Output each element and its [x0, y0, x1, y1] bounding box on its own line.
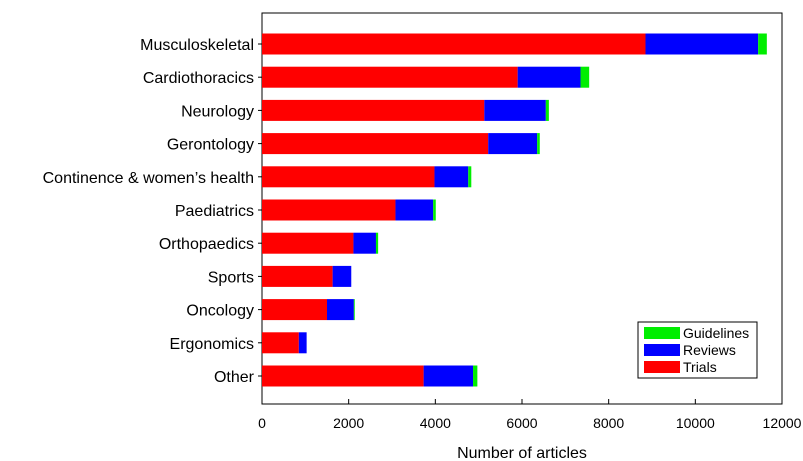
x-tick-label: 2000 [333, 415, 364, 431]
bar-musculoskeletal-guidelines [758, 33, 767, 55]
category-label-musculoskeletal: Musculoskeletal [140, 37, 254, 54]
legend-label-trials: Trials [683, 359, 717, 375]
bar-cardiothoracics-guidelines [580, 66, 590, 88]
bar-ergonomics-trials [262, 332, 299, 354]
bar-continence-women-s-health-guidelines [468, 166, 472, 188]
bars-group [262, 33, 767, 387]
category-label-gerontology: Gerontology [167, 137, 254, 154]
x-axis-title: Number of articles [457, 445, 587, 461]
legend-label-guidelines: Guidelines [683, 325, 749, 341]
bar-paediatrics-reviews [395, 199, 434, 221]
x-tick-label: 12000 [763, 415, 802, 431]
legend-swatch-reviews [644, 344, 680, 356]
legend-swatch-trials [644, 361, 680, 373]
bar-paediatrics-guidelines [433, 199, 436, 221]
bar-sports-reviews [332, 265, 352, 287]
bar-cardiothoracics-reviews [517, 66, 581, 88]
x-tick-label: 8000 [593, 415, 624, 431]
bar-musculoskeletal-trials [262, 33, 646, 55]
bar-other-trials [262, 365, 424, 387]
category-label-sports: Sports [208, 269, 254, 286]
bar-oncology-guidelines [353, 299, 355, 321]
category-labels: Musculoskeletal Cardiothoracics Neurology G… [43, 37, 262, 386]
category-label-continence-women-s-health: Continence & women’s health [43, 170, 254, 187]
bar-oncology-reviews [327, 299, 354, 321]
category-label-other: Other [214, 369, 255, 386]
bar-continence-women-s-health-trials [262, 166, 435, 188]
category-label-oncology: Oncology [186, 303, 254, 320]
bar-oncology-trials [262, 299, 327, 321]
bar-neurology-reviews [484, 99, 546, 121]
x-tick-label: 4000 [420, 415, 451, 431]
bar-orthopaedics-trials [262, 232, 354, 254]
x-axis-ticks: 0 2000 4000 6000 8000 10000 12000 [258, 399, 802, 431]
bar-ergonomics-reviews [298, 332, 307, 354]
bar-continence-women-s-health-reviews [434, 166, 469, 188]
legend-swatch-guidelines [644, 327, 680, 339]
bar-orthopaedics-reviews [353, 232, 376, 254]
bar-gerontology-reviews [488, 133, 538, 155]
bar-neurology-trials [262, 99, 485, 121]
bar-orthopaedics-guidelines [375, 232, 379, 254]
bar-sports-trials [262, 265, 333, 287]
legend-label-reviews: Reviews [683, 342, 736, 358]
category-label-ergonomics: Ergonomics [170, 336, 254, 353]
bar-paediatrics-trials [262, 199, 396, 221]
x-tick-label: 6000 [506, 415, 537, 431]
bar-musculoskeletal-reviews [645, 33, 759, 55]
bar-other-reviews [423, 365, 474, 387]
bar-cardiothoracics-trials [262, 66, 518, 88]
category-label-paediatrics: Paediatrics [175, 203, 254, 220]
bar-neurology-guidelines [545, 99, 549, 121]
x-tick-label: 0 [258, 415, 266, 431]
category-label-orthopaedics: Orthopaedics [159, 236, 254, 253]
bar-gerontology-trials [262, 133, 489, 155]
category-label-cardiothoracics: Cardiothoracics [143, 70, 254, 87]
bar-gerontology-guidelines [537, 133, 540, 155]
bar-other-guidelines [473, 365, 478, 387]
category-label-neurology: Neurology [181, 103, 254, 120]
x-tick-label: 10000 [676, 415, 715, 431]
